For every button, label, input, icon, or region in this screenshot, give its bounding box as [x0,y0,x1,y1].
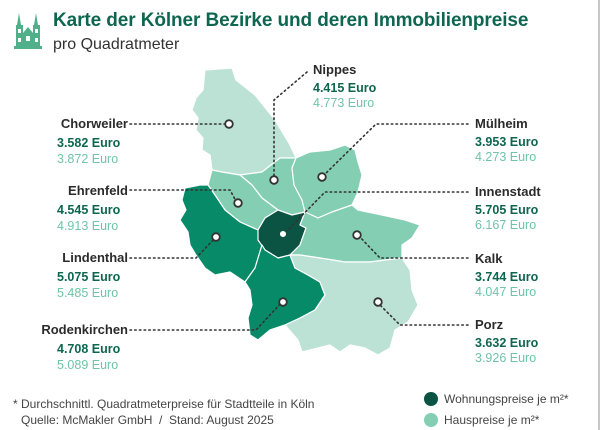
legend-dot-icon [424,391,438,406]
legend-label: Hauspreise je m²* [444,412,540,427]
house-price: 3.926 Euro [475,351,537,365]
flat-price: 4.415 Euro [313,80,377,95]
label-kalk: Kalk 3.744 Euro 4.047 Euro [475,251,538,301]
label-rodenkirchen: Rodenkirchen [18,322,128,338]
marker-muelheim [317,172,327,182]
prices-chorweiler: 3.582 Euro 3.872 Euro [57,136,120,167]
label-lindenthal: Lindenthal [28,250,128,266]
marker-porz [373,297,383,307]
legend-item-house: Hauspreise je m²* [424,409,569,430]
house-price: 4.047 Euro [475,285,537,299]
house-price: 5.485 Euro [57,285,119,300]
district-name: Lindenthal [62,250,128,265]
district-name: Porz [475,317,504,332]
leader-rodenkirchen [129,301,283,331]
district-name: Innenstadt [475,184,541,199]
house-price: 4.913 Euro [57,218,119,233]
district-lindenthal [179,184,263,283]
flat-price: 4.545 Euro [57,203,121,217]
flat-price: 4.708 Euro [57,342,121,356]
marker-chorweiler [224,119,234,129]
legend-label: Wohnungspreise je m²* [444,391,569,406]
footnote-line-2: Quelle: McMakler GmbH / Stand: August 20… [21,413,274,427]
flat-price: 5.705 Euro [475,202,539,217]
label-nippes: Nippes 4.415 Euro 4.773 Euro [313,62,376,112]
footnote-line-1: * Durchschnittl. Quadratmeterpreise für … [13,397,315,411]
cologne-cathedral-icon [14,13,42,49]
legend: Wohnungspreise je m²* Hauspreise je m²* [424,388,569,430]
leader-ehrenfeld [129,189,238,204]
marker-ehrenfeld [233,198,243,208]
district-name: Chorweiler [60,116,128,131]
legend-dot-icon [424,412,438,427]
district-name: Kalk [475,251,503,266]
leader-porz [376,301,469,326]
district-name: Nippes [313,62,357,77]
page-subtitle: pro Quadratmeter [53,36,180,53]
flat-price: 3.744 Euro [475,269,539,284]
flat-price: 5.075 Euro [57,270,121,284]
label-chorweiler: Chorweiler [28,116,128,132]
district-muelheim [291,144,363,219]
marker-kalk [352,230,362,240]
prices-ehrenfeld: 4.545 Euro 4.913 Euro [57,203,120,234]
leader-innenstadt [281,191,469,237]
prices-rodenkirchen: 4.708 Euro 5.089 Euro [57,342,120,373]
footnote: * Durchschnittl. Quadratmeterpreise für … [13,396,314,428]
leader-muelheim [321,123,469,178]
district-porz [284,254,419,356]
label-porz: Porz 3.632 Euro 3.926 Euro [475,317,538,367]
marker-nippes [269,175,279,185]
house-price: 6.167 Euro [475,218,537,232]
district-name: Rodenkirchen [41,322,128,337]
leader-lindenthal [129,236,217,259]
marker-lindenthal [211,232,221,242]
leader-kalk [357,234,469,259]
house-price: 4.273 Euro [475,150,537,164]
district-name: Ehrenfeld [68,183,128,198]
house-price: 3.872 Euro [57,151,119,166]
marker-innenstadt [278,229,288,239]
flat-price: 3.582 Euro [57,136,121,150]
marker-rodenkirchen [278,297,288,307]
house-price: 5.089 Euro [57,357,119,372]
page-title: Karte der Kölner Bezirke und deren Immob… [53,10,529,31]
district-name: Mülheim [475,116,528,131]
label-muelheim: Mülheim 3.953 Euro 4.273 Euro [475,116,538,166]
flat-price: 3.953 Euro [475,134,539,149]
house-price: 4.773 Euro [313,96,375,110]
label-innenstadt: Innenstadt 5.705 Euro 6.167 Euro [475,184,541,234]
label-ehrenfeld: Ehrenfeld [28,183,128,199]
flat-price: 3.632 Euro [475,335,539,350]
prices-lindenthal: 5.075 Euro 5.485 Euro [57,270,120,301]
leader-nippes [273,71,308,181]
legend-item-flat: Wohnungspreise je m²* [424,388,569,409]
